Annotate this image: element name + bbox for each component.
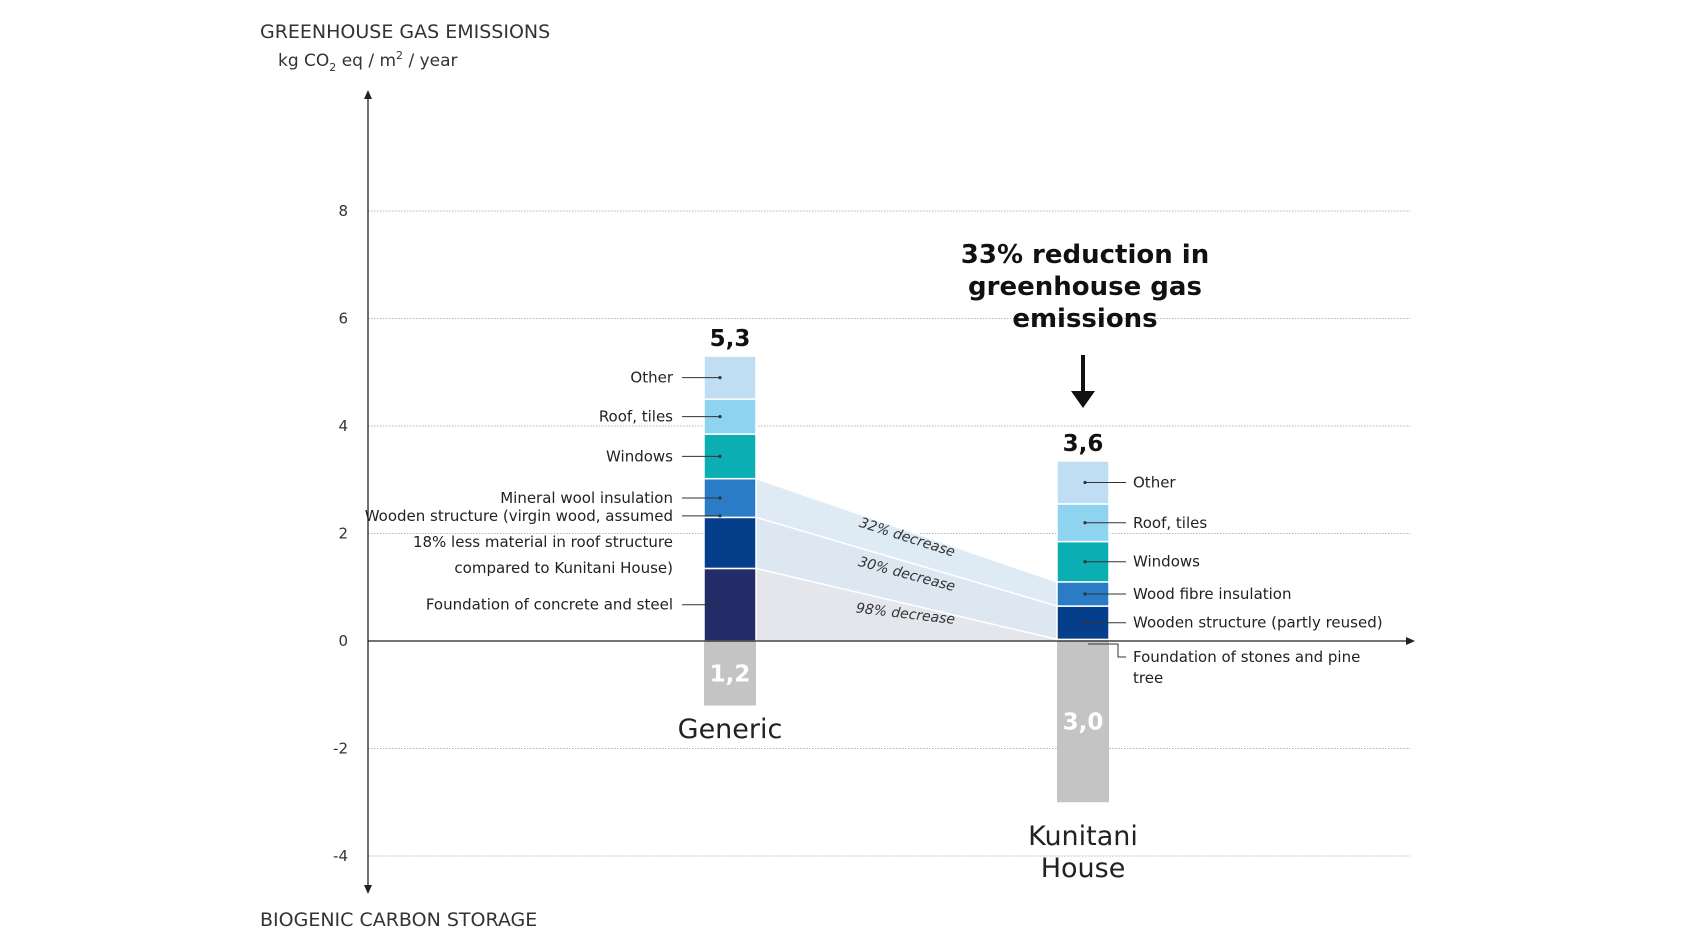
segment-label: Windows [606,447,673,465]
leader-dot [1083,521,1087,525]
y-axis-unit: kg CO2 eq / m2 / year [278,49,458,74]
reduction-callout-line: emissions [1012,304,1157,334]
category-label: Generic [678,714,783,745]
y-tick-label: -2 [333,740,348,758]
segment-label: Foundation of stones and pine [1133,648,1360,666]
leader-dot [1083,560,1087,564]
axis-titles: GREENHOUSE GAS EMISSIONS kg CO2 eq / m2 … [260,21,550,931]
y-tick-label: 8 [338,202,348,220]
bar-segment [703,516,757,570]
leader-dot [718,603,722,607]
y-axis-title: GREENHOUSE GAS EMISSIONS [260,21,550,43]
segment-label: Windows [1133,553,1200,571]
y-tick-label: 2 [338,525,348,543]
leader-dot [718,514,722,518]
total-value-label: 3,6 [1063,431,1104,457]
reduction-callout-line: 33% reduction in [961,240,1209,270]
y-tick-label: 0 [338,632,348,650]
segment-label: 18% less material in roof structure [413,533,673,551]
y-axis-arrow-up [364,90,372,99]
segment-label: Wooden structure (virgin wood, assumed [365,507,673,525]
y-axis-arrow-down [364,885,372,894]
leader-dot [1083,621,1087,625]
segment-label: Other [1133,473,1176,491]
leader-dot [718,454,722,458]
callout-arrow-head [1071,391,1095,408]
segment-label: Mineral wool insulation [500,489,673,507]
leader-dot [1083,480,1087,485]
segment-label: Foundation of concrete and steel [426,596,673,614]
storage-bar [704,641,756,706]
storage-value-label: 1,2 [710,661,751,687]
reduction-callout-line: greenhouse gas [968,272,1202,302]
category-label: House [1041,853,1126,884]
leader-dot [718,376,722,380]
segment-label: Roof, tiles [599,408,673,426]
bar-segment [1056,605,1110,641]
bar-segment [703,433,757,480]
leader-dot [1083,592,1087,596]
y-axis-bottom-title: BIOGENIC CARBON STORAGE [260,909,537,931]
segment-label: Wood fibre insulation [1133,585,1292,603]
segment-label: tree [1133,669,1163,687]
leader-line [1088,643,1126,658]
leader-dot [718,496,722,500]
axes [364,90,1415,894]
segment-label: Wooden structure (partly reused) [1133,614,1383,632]
grid: 8 6 4 2 0 -2 -4 [333,202,1410,865]
y-tick-label: 4 [338,417,348,435]
segment-label: Roof, tiles [1133,514,1207,532]
x-axis-arrow [1406,637,1415,645]
segment-label: compared to Kunitani House) [454,559,673,577]
leader-dot [718,414,722,419]
segment-label: Other [630,369,673,387]
total-value-label: 5,3 [710,326,751,352]
storage-value-label: 3,0 [1063,710,1104,736]
y-tick-label: 6 [338,310,348,328]
y-tick-label: -4 [333,847,348,865]
category-label: Kunitani [1028,821,1138,852]
storage-bar [1057,641,1109,803]
